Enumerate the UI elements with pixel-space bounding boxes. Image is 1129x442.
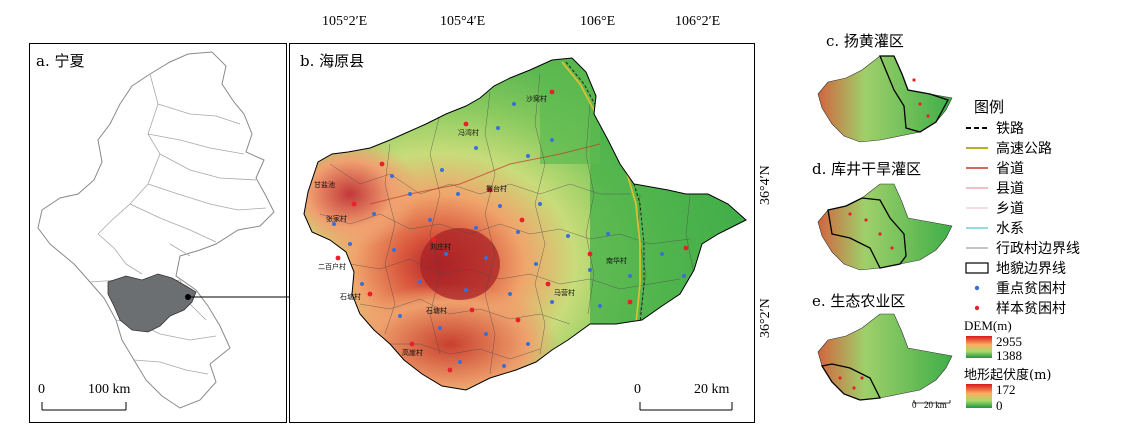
relief-gradient	[966, 384, 992, 408]
legend-label: 重点贫困村	[996, 281, 1066, 297]
dem-high-label: 2955	[996, 334, 1022, 349]
haiyuan-highlight	[107, 273, 197, 333]
key-village-dots	[332, 102, 686, 368]
legend-label: 铁路	[996, 121, 1024, 137]
top-coord-3: 106°E	[580, 14, 616, 29]
legend-label: 地貌边界线	[996, 261, 1066, 277]
legend-item-water: 水系	[964, 218, 1024, 238]
panel-a-scale-zero: 0	[38, 382, 45, 397]
panel-c-label: c. 扬黄灌区	[826, 32, 904, 50]
legend-item-sample-village: 样本贫困村	[964, 298, 1066, 318]
panel-d-label: d. 库井干旱灌区	[812, 160, 922, 178]
mini-map-d	[817, 183, 953, 271]
provincial-road-symbol	[964, 162, 990, 174]
legend-item-railway: 铁路	[964, 118, 1024, 138]
legend-label: 县道	[996, 181, 1024, 197]
mini-map-c	[817, 55, 953, 143]
dem-title: DEM(m)	[964, 318, 1012, 333]
railway-symbol	[964, 122, 990, 134]
legend-item-village-boundary: 行政村边界线	[964, 238, 1080, 258]
dem-gradient	[966, 336, 992, 358]
top-coord-2: 105°4′E	[440, 14, 486, 29]
panel-b-haiyuan: b. 海原县	[289, 43, 755, 423]
landform-boundary-symbol	[964, 262, 990, 274]
legend-item-highway: 高速公路	[964, 138, 1052, 158]
sample-village-dots	[335, 89, 689, 373]
legend-label: 乡道	[996, 201, 1024, 217]
right-coord-2: 36°2′N	[758, 298, 773, 338]
legend-label: 水系	[996, 221, 1024, 237]
panel-e-scale-zero: 0	[912, 400, 917, 410]
mini-map-e	[817, 313, 953, 404]
panel-a-label: a. 宁夏	[36, 52, 85, 70]
legend-title: 图例	[974, 98, 1005, 116]
legend-item-key-village: 重点贫困村	[964, 278, 1066, 298]
haiyuan-dem-map	[303, 57, 747, 411]
legend-label: 省道	[996, 161, 1024, 177]
top-coord-4: 106°2′E	[675, 14, 721, 29]
highway-symbol	[964, 142, 990, 154]
legend-item-provincial-road: 省道	[964, 158, 1024, 178]
relief-low-label: 0	[996, 398, 1003, 413]
legend-item-landform-boundary: 地貌边界线	[964, 258, 1066, 278]
dem-low-label: 1388	[996, 348, 1022, 363]
relief-high-label: 172	[996, 382, 1016, 397]
legend-label: 行政村边界线	[996, 241, 1080, 257]
village-boundary-symbol	[964, 242, 990, 254]
township-road-symbol	[964, 202, 990, 214]
panel-a-ningxia: a. 宁夏 0 100 km	[29, 43, 287, 423]
ningxia-map	[37, 51, 275, 411]
right-coord-1: 36°4′N	[758, 165, 773, 205]
top-coord-1: 105°2′E	[322, 14, 368, 29]
panel-e-label: e. 生态农业区	[812, 292, 906, 310]
legend-item-county-road: 县道	[964, 178, 1024, 198]
panel-a-scale-label: 100 km	[88, 382, 131, 397]
water-symbol	[964, 222, 990, 234]
relief-title: 地形起伏度(m)	[964, 368, 1052, 383]
county-road-symbol	[964, 182, 990, 194]
ningxia-outline	[37, 51, 275, 409]
panel-e-scale-label: 20 km	[924, 400, 947, 410]
panel-b-label: b. 海原县	[300, 52, 365, 70]
key-village-symbol	[964, 282, 990, 294]
legend-label: 样本贫困村	[996, 301, 1066, 317]
legend-label: 高速公路	[996, 141, 1052, 157]
legend-item-township-road: 乡道	[964, 198, 1024, 218]
panel-b-scale-zero: 0	[634, 382, 641, 397]
panel-b-scale-label: 20 km	[694, 382, 730, 397]
legend: 图例 铁路 高速公路 省道 县道 乡道 水系 行政村边界线 地貌边界线 重点贫困…	[964, 96, 1124, 436]
sample-village-symbol	[964, 302, 990, 314]
